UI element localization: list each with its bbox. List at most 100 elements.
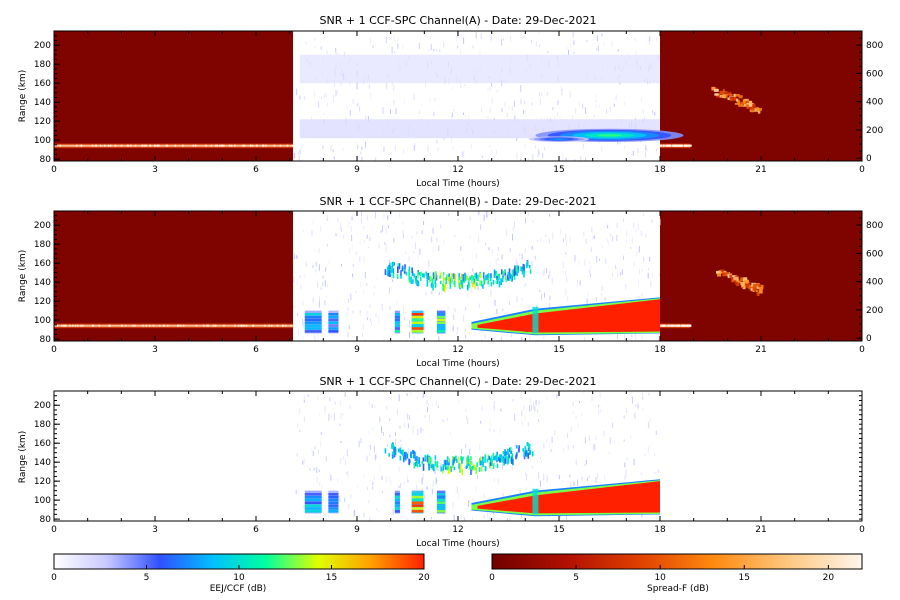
bowl-echo-mark <box>505 451 508 455</box>
scatter-mark <box>595 476 597 484</box>
scatter-mark <box>461 448 463 455</box>
scatter-mark <box>654 452 656 457</box>
scatter-mark <box>637 224 639 230</box>
scatter-mark <box>373 292 375 296</box>
bowl-echo-mark <box>429 463 432 469</box>
bowl-echo-mark <box>429 275 431 283</box>
scatter-mark <box>643 256 645 262</box>
echo-patch-mark <box>720 269 725 272</box>
echo-patch-mark <box>737 280 741 284</box>
scatter-mark <box>353 510 355 517</box>
layer-speckle <box>686 324 688 327</box>
scatter-mark <box>508 106 510 109</box>
scatter-mark <box>538 44 540 48</box>
scatter-mark <box>472 469 474 476</box>
bowl-echo-mark <box>399 447 402 452</box>
scatter-mark <box>318 482 320 486</box>
layer-speckle <box>252 324 254 327</box>
scatter-mark <box>497 246 499 251</box>
echo-patch-mark <box>729 94 733 97</box>
scatter-mark <box>559 116 561 119</box>
bowl-echo-mark <box>468 283 471 288</box>
stripe-echo-mark <box>304 507 322 510</box>
scatter-mark <box>537 409 539 413</box>
scatter-mark <box>385 476 387 483</box>
scatter-mark <box>640 472 642 475</box>
scatter-mark <box>296 312 298 317</box>
scatter-mark <box>364 141 366 148</box>
bowl-echo-mark <box>467 281 470 286</box>
bowl-echo-mark <box>424 454 427 461</box>
scatter-mark <box>594 443 596 451</box>
bowl-echo-mark <box>482 458 484 464</box>
scatter-mark <box>453 109 455 112</box>
scatter-mark <box>548 238 550 244</box>
bowl-echo-mark <box>458 284 461 288</box>
scatter-mark <box>394 35 396 41</box>
scatter-mark <box>342 413 344 416</box>
echo-patch-mark <box>755 289 758 293</box>
scatter-mark <box>390 286 392 292</box>
scatter-mark <box>493 457 495 465</box>
stripe-echo-mark <box>394 498 400 502</box>
y-tick-label: 100 <box>34 496 51 506</box>
scatter-mark <box>388 441 390 444</box>
scatter-mark <box>406 517 408 521</box>
x-tick-label: 0 <box>51 345 57 355</box>
scatter-mark <box>347 332 349 338</box>
bowl-echo-mark <box>412 455 415 459</box>
layer-speckle <box>195 324 198 327</box>
scatter-mark <box>655 430 657 436</box>
scatter-mark <box>595 100 597 103</box>
scatter-mark <box>525 487 527 492</box>
night-background <box>660 211 862 341</box>
scatter-mark <box>635 336 637 341</box>
echo-patch-mark <box>734 103 740 105</box>
scatter-mark <box>529 334 531 341</box>
bowl-echo-mark <box>388 453 390 457</box>
echo-patch-mark <box>738 103 743 107</box>
scatter-mark <box>390 109 392 114</box>
x-tick-label: 6 <box>253 525 259 535</box>
bowl-echo-mark <box>397 448 400 453</box>
bowl-echo-mark <box>460 283 463 288</box>
scatter-mark <box>584 437 586 444</box>
scatter-mark <box>367 215 369 221</box>
scatter-mark <box>349 221 351 225</box>
scatter-mark <box>608 240 610 246</box>
layer-speckle <box>152 324 155 327</box>
scatter-mark <box>578 400 580 404</box>
layer-speckle <box>182 324 185 327</box>
scatter-mark <box>579 279 581 285</box>
scatter-mark <box>478 211 480 216</box>
scatter-mark <box>509 301 511 305</box>
stripe-echo-mark <box>328 313 339 316</box>
bowl-echo-mark <box>443 464 445 468</box>
scatter-mark <box>360 282 362 288</box>
stripe-echo-mark <box>304 313 322 316</box>
scatter-mark <box>463 315 465 322</box>
layer-speckle <box>142 144 144 147</box>
echo-patch-mark <box>750 110 754 113</box>
bowl-echo-mark <box>522 448 525 452</box>
scatter-mark <box>561 88 563 96</box>
scatter-mark <box>573 445 575 449</box>
scatter-mark <box>372 482 374 486</box>
scatter-mark <box>452 86 454 89</box>
stripe-echo-mark <box>394 318 400 322</box>
echo-patch-mark <box>740 101 743 105</box>
scatter-mark <box>520 85 522 92</box>
scatter-mark <box>570 427 572 432</box>
scatter-mark <box>645 233 647 239</box>
scatter-mark <box>318 469 320 473</box>
scatter-mark <box>453 314 455 320</box>
scatter-mark <box>384 242 386 245</box>
bowl-echo-mark <box>526 442 529 447</box>
scatter-mark <box>299 429 301 432</box>
bowl-echo-mark <box>405 452 408 456</box>
layer-speckle <box>149 324 151 327</box>
night-background <box>660 31 862 161</box>
scatter-mark <box>443 239 445 245</box>
scatter-mark <box>299 275 301 279</box>
scatter-mark <box>637 404 639 409</box>
